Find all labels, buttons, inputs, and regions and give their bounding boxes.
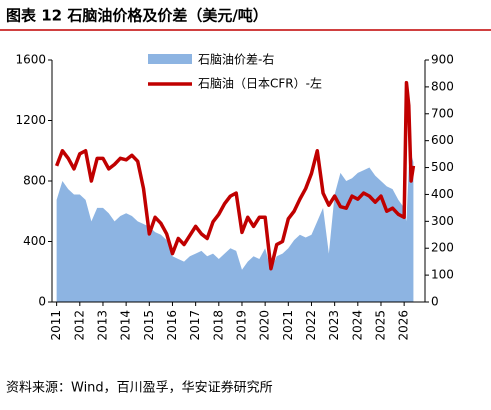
- x-tick-label: 2019: [234, 310, 248, 341]
- x-tick-label: 2011: [49, 310, 63, 341]
- x-tick-label: 2012: [72, 310, 86, 341]
- legend-swatch: [148, 54, 192, 64]
- y2-tick-label: 0: [431, 295, 439, 309]
- y-tick-label: 400: [23, 234, 46, 248]
- source-note: 资料来源：Wind，百川盈孚，华安证券研究所: [6, 380, 273, 396]
- x-tick-label: 2025: [373, 310, 387, 341]
- y2-tick-label: 900: [431, 53, 454, 67]
- y2-tick-label: 200: [431, 241, 454, 255]
- legend-label: 石脑油价差-右: [198, 52, 274, 67]
- y2-tick-label: 100: [431, 268, 454, 282]
- x-tick-label: 2021: [281, 310, 295, 341]
- x-tick-label: 2020: [258, 310, 272, 341]
- y2-tick-label: 400: [431, 187, 454, 201]
- y2-tick-label: 500: [431, 160, 454, 174]
- y-tick-label: 800: [23, 174, 46, 188]
- x-tick-label: 2013: [95, 310, 109, 341]
- x-tick-label: 2015: [142, 310, 156, 341]
- x-tick-label: 2022: [304, 310, 318, 341]
- x-tick-label: 2016: [165, 310, 179, 341]
- x-tick-label: 2026: [397, 310, 411, 341]
- chart-title: 图表 12 石脑油价格及价差（美元/吨）: [6, 7, 268, 25]
- x-tick-label: 2024: [350, 310, 364, 341]
- price-line: [54, 80, 416, 271]
- x-tick-label: 2018: [211, 310, 225, 341]
- y2-tick-label: 300: [431, 214, 454, 228]
- y-tick-label: 0: [38, 295, 46, 309]
- y2-tick-label: 600: [431, 133, 454, 147]
- y-tick-label: 1200: [15, 113, 46, 127]
- x-tick-label: 2014: [119, 310, 133, 341]
- x-tick-label: 2017: [188, 310, 202, 341]
- y-tick-label: 1600: [15, 53, 46, 67]
- x-tick-label: 2023: [327, 310, 341, 341]
- y2-tick-label: 700: [431, 106, 454, 120]
- spread-area: [56, 154, 414, 302]
- y2-tick-label: 800: [431, 79, 454, 93]
- legend-label: 石脑油（日本CFR）-左: [198, 76, 322, 91]
